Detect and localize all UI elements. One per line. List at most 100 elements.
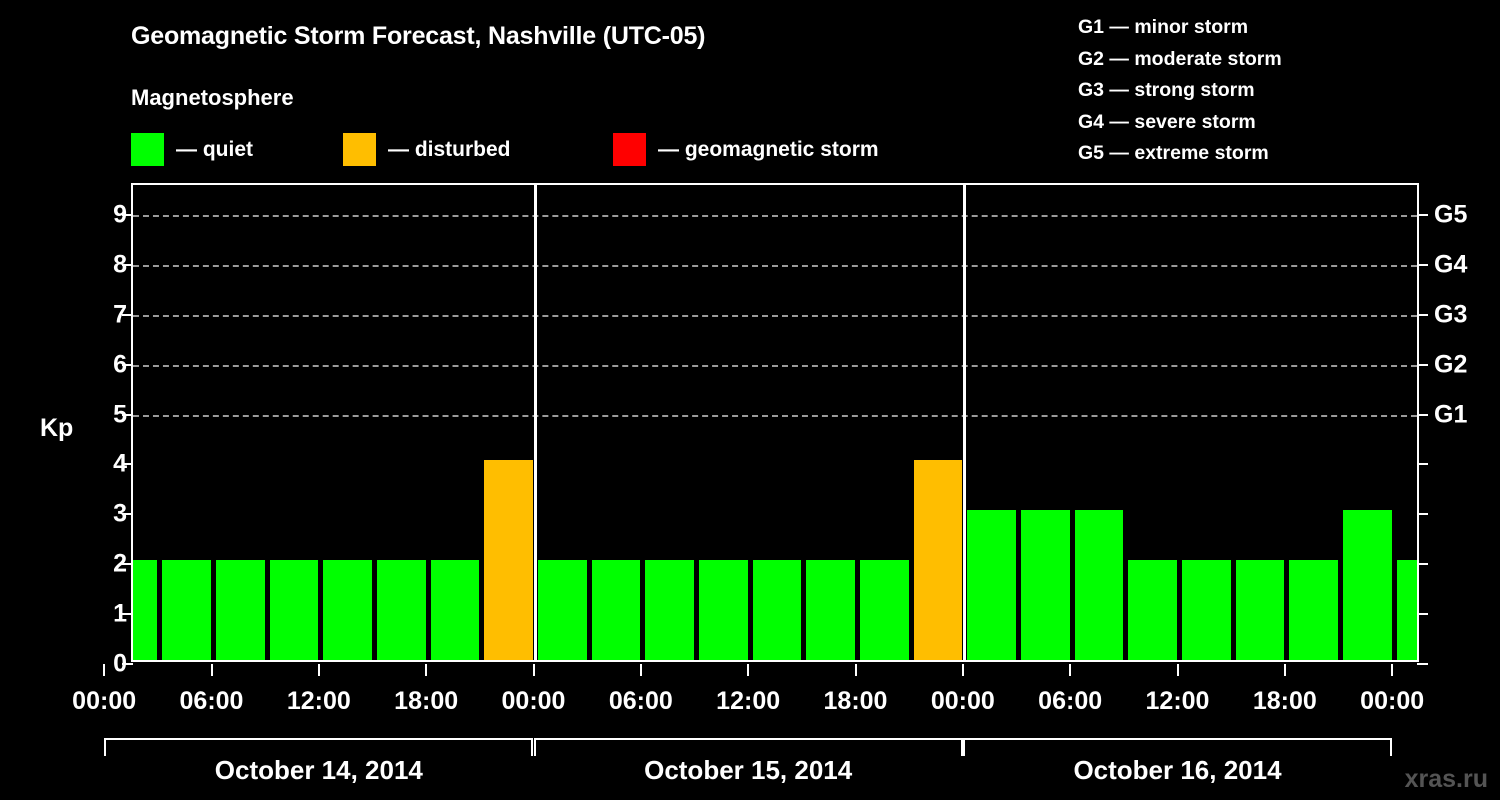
date-bracket-2 — [533, 738, 963, 756]
x-tick-mark — [1069, 664, 1072, 676]
g-axis-label-g5: G5 — [1434, 200, 1468, 229]
bar — [1235, 560, 1285, 660]
legend-item-disturbed: — disturbed — [343, 133, 511, 167]
y-tick-mark-right-0 — [1417, 663, 1428, 665]
g-scale-row-g1: G1 — minor storm — [1078, 16, 1249, 38]
bar — [1128, 560, 1177, 660]
bar — [162, 560, 211, 660]
bar — [806, 560, 855, 660]
gridline-kp-5 — [133, 414, 1417, 417]
x-tick-mark — [532, 664, 535, 676]
x-tick-label: 18:00 — [1252, 687, 1317, 715]
g-axis-label-g4: G4 — [1434, 250, 1468, 279]
x-tick-label: 00:00 — [930, 687, 995, 715]
g-axis-label-g2: G2 — [1434, 350, 1468, 379]
y-tick-label-3: 3 — [113, 499, 127, 528]
bar — [323, 560, 372, 660]
y-tick-mark-right-3 — [1417, 513, 1428, 516]
y-tick-label-0: 0 — [113, 649, 127, 678]
x-tick-label: 06:00 — [179, 687, 244, 715]
y-tick-mark-right-9 — [1417, 213, 1428, 216]
y-tick-mark-right-8 — [1417, 263, 1428, 266]
legend-label-disturbed: — disturbed — [388, 138, 511, 161]
x-tick-label: 00:00 — [72, 687, 137, 715]
legend-label-geomagnetic-storm: — geomagnetic storm — [658, 138, 879, 161]
y-tick-mark-4 — [122, 463, 133, 466]
bar — [216, 560, 265, 660]
y-tick-mark-right-5 — [1417, 413, 1428, 416]
gridline-kp-7 — [133, 314, 1417, 317]
day-divider-2 — [963, 185, 967, 660]
chart-plot-area: 0 1 2 3 4 5 6 7 8 9 G1 G2 G3 G4 G5 — [113, 183, 1467, 678]
x-tick-mark — [425, 664, 428, 676]
y-tick-mark-right-7 — [1417, 313, 1428, 316]
date-bracket-3 — [962, 738, 1393, 756]
bar — [1182, 560, 1231, 660]
legend-label-quiet: — quiet — [176, 138, 253, 161]
plot-inner — [133, 185, 1417, 660]
y-tick-label-7: 7 — [113, 300, 127, 329]
x-tick-label: 12:00 — [286, 687, 351, 715]
bar — [752, 560, 802, 660]
x-tick-mark — [854, 664, 857, 676]
y-tick-label-9: 9 — [113, 200, 127, 229]
x-tick-label: 06:00 — [1038, 687, 1103, 715]
y-tick-mark-right-6 — [1417, 363, 1428, 366]
g-axis-label-g1: G1 — [1434, 400, 1468, 429]
y-tick-mark-1 — [122, 613, 133, 616]
gridline-kp-6 — [133, 364, 1417, 367]
x-tick-label: 00:00 — [1360, 687, 1425, 715]
y-tick-label-4: 4 — [113, 449, 127, 478]
x-tick-mark — [1283, 664, 1286, 676]
x-tick-mark — [639, 664, 642, 676]
x-tick-mark — [317, 664, 320, 676]
y-tick-label-6: 6 — [113, 350, 127, 379]
g-scale-row-g4: G4 — severe storm — [1078, 110, 1256, 133]
date-bracket-1 — [104, 738, 534, 756]
y-tick-mark-right-2 — [1417, 563, 1428, 566]
bar — [967, 510, 1016, 660]
legend-item-quiet: — quiet — [131, 133, 253, 167]
bar — [269, 560, 319, 660]
legend-swatch-disturbed — [343, 133, 376, 166]
page-title: Geomagnetic Storm Forecast, Nashville (U… — [131, 22, 706, 50]
x-tick-label: 18:00 — [823, 687, 888, 715]
date-label-2: October 15, 2014 — [644, 755, 853, 785]
bar — [484, 460, 533, 660]
y-tick-mark-5 — [122, 413, 133, 416]
y-tick-mark-0 — [122, 663, 133, 665]
g-scale-row-g3: G3 — strong storm — [1078, 79, 1255, 102]
y-tick-mark-3 — [122, 513, 133, 516]
y-tick-label-8: 8 — [113, 250, 127, 279]
y-axis-label: Kp — [40, 414, 74, 442]
g-scale-row-g5: G5 — extreme storm — [1078, 142, 1269, 165]
x-tick-mark — [747, 664, 750, 676]
bar — [1074, 510, 1124, 660]
g-scale-legend: G1 — minor storm G2 — moderate storm G3 — … — [1078, 12, 1282, 170]
bar — [430, 560, 480, 660]
y-tick-label-5: 5 — [113, 400, 127, 429]
legend-swatch-quiet — [131, 133, 164, 166]
y-tick-mark-right-1 — [1417, 613, 1428, 616]
bar — [1021, 510, 1070, 660]
watermark: xras.ru — [1404, 765, 1488, 793]
bar — [699, 560, 748, 660]
y-tick-mark-9 — [122, 213, 133, 216]
bar — [1343, 510, 1392, 660]
bar — [133, 560, 158, 660]
x-tick-label: 06:00 — [608, 687, 673, 715]
x-tick-mark — [961, 664, 964, 676]
g-scale-row-g2: G2 — moderate storm — [1078, 47, 1282, 70]
bar — [377, 560, 426, 660]
y-tick-mark-8 — [122, 263, 133, 266]
date-label-1: October 14, 2014 — [214, 755, 423, 785]
bar — [860, 560, 909, 660]
day-divider-1 — [534, 185, 537, 660]
legend-item-geomagnetic-storm: — geomagnetic storm — [613, 133, 879, 167]
y-tick-mark-2 — [122, 563, 133, 566]
bar — [538, 560, 587, 660]
x-tick-label: 12:00 — [1145, 687, 1210, 715]
date-label-3: October 16, 2014 — [1073, 755, 1282, 785]
chart-subtitle: Magnetosphere — [131, 85, 294, 110]
bar — [1289, 560, 1338, 660]
